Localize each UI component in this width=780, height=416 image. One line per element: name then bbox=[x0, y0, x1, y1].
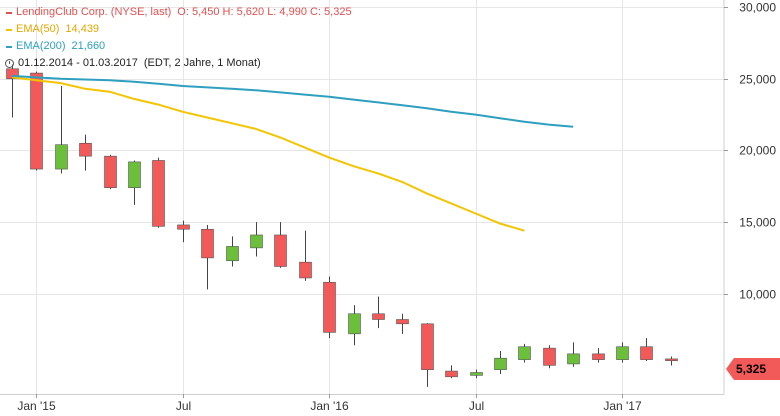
y-tick-label: 20,000 bbox=[739, 144, 776, 158]
legend-ohlc: O: 5,450 H: 5,620 L: 4,990 C: 5,325 bbox=[177, 6, 352, 18]
x-tick-label: Jan '15 bbox=[17, 399, 56, 413]
y-tick-label: 25,000 bbox=[739, 73, 776, 87]
candle-down bbox=[79, 142, 92, 157]
candle-down bbox=[640, 346, 653, 360]
ema200-line bbox=[11, 74, 574, 128]
candle-down bbox=[299, 261, 312, 279]
candle-down bbox=[104, 155, 117, 188]
candle-up bbox=[470, 372, 483, 376]
candle-down bbox=[372, 313, 385, 320]
y-axis: 10,000 15,000 20,000 25,000 30,000 bbox=[723, 0, 776, 394]
candle-down bbox=[6, 68, 19, 80]
candle-up bbox=[250, 234, 263, 249]
y-tick-label: 10,000 bbox=[739, 288, 776, 302]
legend-range-row: 01.12.2014 - 01.03.2017 (EDT, 2 Jahre, 1… bbox=[4, 55, 352, 72]
candle-up bbox=[348, 313, 361, 335]
chart-legend: LendingClub Corp. (NYSE, last) O: 5,450 … bbox=[4, 4, 352, 72]
x-tick-label: Jan '16 bbox=[310, 399, 349, 413]
last-price-value: 5,325 bbox=[736, 362, 767, 376]
candle-down bbox=[543, 347, 556, 366]
candlestick-series bbox=[6, 64, 678, 387]
candle-down bbox=[177, 224, 190, 230]
candle-up bbox=[128, 161, 141, 188]
candle-down bbox=[30, 72, 43, 170]
title-color-swatch bbox=[6, 11, 12, 14]
last-price-marker: 5,325 bbox=[726, 358, 780, 380]
candle-up bbox=[616, 346, 629, 360]
range-note: (EDT, 2 Jahre, 1 Monat) bbox=[143, 57, 261, 69]
x-tick-label: Jul bbox=[176, 399, 191, 413]
candle-down bbox=[274, 234, 287, 267]
x-axis: Jan '15 Jul Jan '16 Jul Jan '17 bbox=[0, 394, 724, 413]
candle-down bbox=[665, 358, 678, 361]
legend-title-row: LendingClub Corp. (NYSE, last) O: 5,450 … bbox=[4, 4, 352, 21]
ema200-value: 21,660 bbox=[71, 40, 106, 52]
ema200-label: EMA(200) bbox=[16, 40, 66, 52]
legend-ema50-row: EMA(50) 14,439 bbox=[4, 21, 352, 38]
x-tick-label: Jul bbox=[469, 399, 484, 413]
candle-down bbox=[152, 160, 165, 227]
candle-down bbox=[592, 353, 605, 360]
candle-down bbox=[396, 319, 409, 325]
ema50-line bbox=[11, 76, 525, 232]
candle-down bbox=[421, 323, 434, 370]
candle-up bbox=[226, 246, 239, 262]
ema50-value: 14,439 bbox=[65, 23, 100, 35]
candle-up bbox=[494, 357, 507, 370]
range-label: 01.12.2014 - 01.03.2017 bbox=[18, 57, 138, 69]
x-tick-label: Jan '17 bbox=[603, 399, 642, 413]
y-tick-label: 15,000 bbox=[739, 216, 776, 230]
ema50-label: EMA(50) bbox=[16, 23, 60, 35]
y-tick-label: 30,000 bbox=[739, 1, 776, 15]
ema-series bbox=[11, 74, 574, 232]
ema50-swatch bbox=[6, 28, 12, 31]
candle-down bbox=[445, 370, 458, 378]
ema200-swatch bbox=[6, 45, 12, 48]
candle-down bbox=[201, 228, 214, 259]
legend-ema200-row: EMA(200) 21,660 bbox=[4, 38, 352, 55]
grid-lines bbox=[0, 0, 724, 394]
legend-title: LendingClub Corp. (NYSE, last) bbox=[16, 6, 172, 18]
candle-up bbox=[567, 353, 580, 365]
candle-up bbox=[55, 144, 68, 170]
candle-up bbox=[518, 346, 531, 360]
candle-down bbox=[323, 281, 336, 333]
clock-icon bbox=[5, 59, 14, 68]
